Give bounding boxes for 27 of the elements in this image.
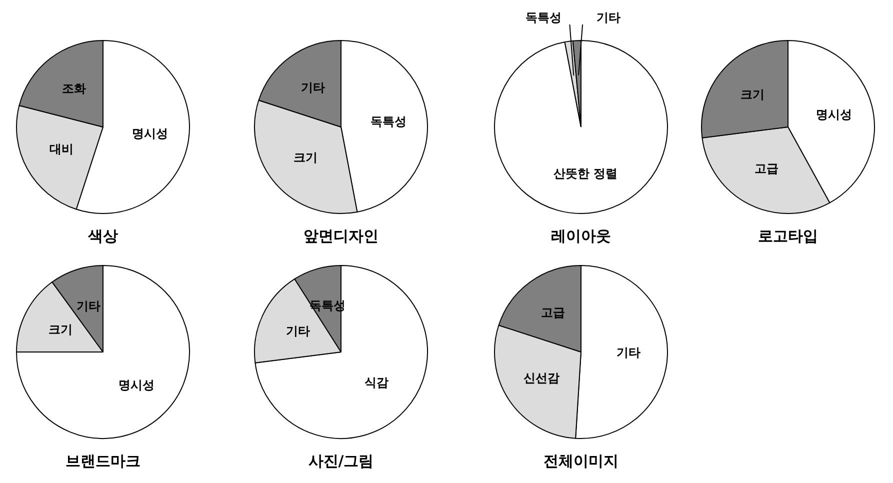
slice-label: 기타 bbox=[76, 298, 100, 313]
slice-label: 크기 bbox=[740, 88, 764, 102]
slice-label: 크기 bbox=[48, 322, 73, 337]
slice-label: 명시성 bbox=[816, 107, 852, 122]
text: 사진/그림 bbox=[308, 452, 374, 470]
text: 전체이미지 bbox=[544, 452, 618, 470]
slice-label: 기타 bbox=[596, 10, 621, 25]
text: 색상 bbox=[87, 226, 118, 245]
slice-label: 독특성 bbox=[526, 10, 562, 25]
slice-label: 기타 bbox=[301, 80, 326, 95]
slice-label: 기타 bbox=[286, 324, 310, 338]
slice-label: 고급 bbox=[541, 306, 566, 320]
text: 앞면디자인 bbox=[304, 226, 378, 245]
slice-label: 크기 bbox=[293, 150, 318, 165]
slice-label: 신선감 bbox=[524, 370, 560, 385]
slice-label: 명시성 bbox=[118, 378, 155, 392]
slice-label: 고급 bbox=[754, 162, 778, 176]
slice-label: 대비 bbox=[49, 142, 74, 156]
text: 브랜드마크 bbox=[66, 452, 140, 470]
text: 레이아웃 bbox=[551, 226, 611, 245]
text: 로고타입 bbox=[758, 226, 818, 245]
slice-label: 명시성 bbox=[132, 126, 168, 141]
slice-label: 산뜻한 정렬 bbox=[553, 166, 618, 180]
slice-label: 조화 bbox=[62, 82, 86, 96]
slice-label: 기타 bbox=[616, 346, 641, 360]
slice-label: 식감 bbox=[364, 376, 389, 390]
slice-label: 독특성 bbox=[370, 114, 406, 129]
